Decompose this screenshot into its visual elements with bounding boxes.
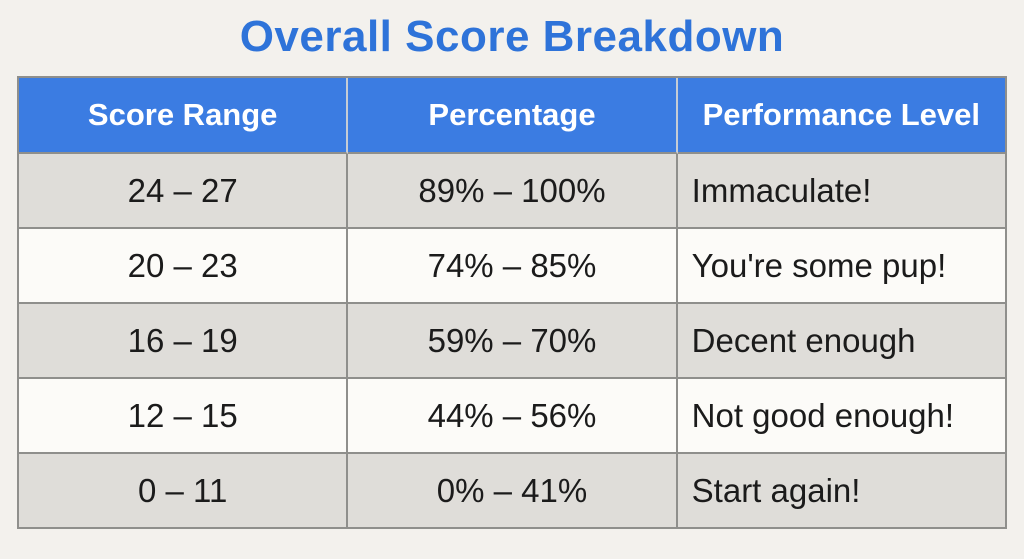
- cell-score-range: 16 – 19: [19, 304, 349, 379]
- table-row: 20 – 23 74% – 85% You're some pup!: [19, 229, 1007, 304]
- cell-percentage: 44% – 56%: [348, 379, 678, 454]
- cell-score-range: 0 – 11: [19, 454, 349, 529]
- cell-percentage: 89% – 100%: [348, 154, 678, 229]
- cell-score-range: 12 – 15: [19, 379, 349, 454]
- cell-score-range: 20 – 23: [19, 229, 349, 304]
- table-header: Score Range Percentage Performance Level: [19, 78, 1007, 154]
- cell-performance-level: Decent enough: [677, 304, 1007, 379]
- column-header-performance-level: Performance Level: [677, 78, 1007, 154]
- table-row: 16 – 19 59% – 70% Decent enough: [19, 304, 1007, 379]
- cell-percentage: 74% – 85%: [348, 229, 678, 304]
- cell-performance-level: You're some pup!: [677, 229, 1007, 304]
- cell-score-range: 24 – 27: [19, 154, 349, 229]
- cell-performance-level: Not good enough!: [677, 379, 1007, 454]
- table-header-row: Score Range Percentage Performance Level: [19, 78, 1007, 154]
- table-row: 24 – 27 89% – 100% Immaculate!: [19, 154, 1007, 229]
- cell-percentage: 0% – 41%: [348, 454, 678, 529]
- page-title: Overall Score Breakdown: [239, 12, 785, 61]
- score-breakdown-table: Score Range Percentage Performance Level…: [17, 76, 1007, 529]
- column-header-score-range: Score Range: [19, 78, 349, 154]
- cell-percentage: 59% – 70%: [348, 304, 678, 379]
- table-row: 12 – 15 44% – 56% Not good enough!: [19, 379, 1007, 454]
- column-header-percentage: Percentage: [348, 78, 678, 154]
- table-body: 24 – 27 89% – 100% Immaculate! 20 – 23 7…: [19, 154, 1007, 529]
- cell-performance-level: Start again!: [677, 454, 1007, 529]
- table-row: 0 – 11 0% – 41% Start again!: [19, 454, 1007, 529]
- cell-performance-level: Immaculate!: [677, 154, 1007, 229]
